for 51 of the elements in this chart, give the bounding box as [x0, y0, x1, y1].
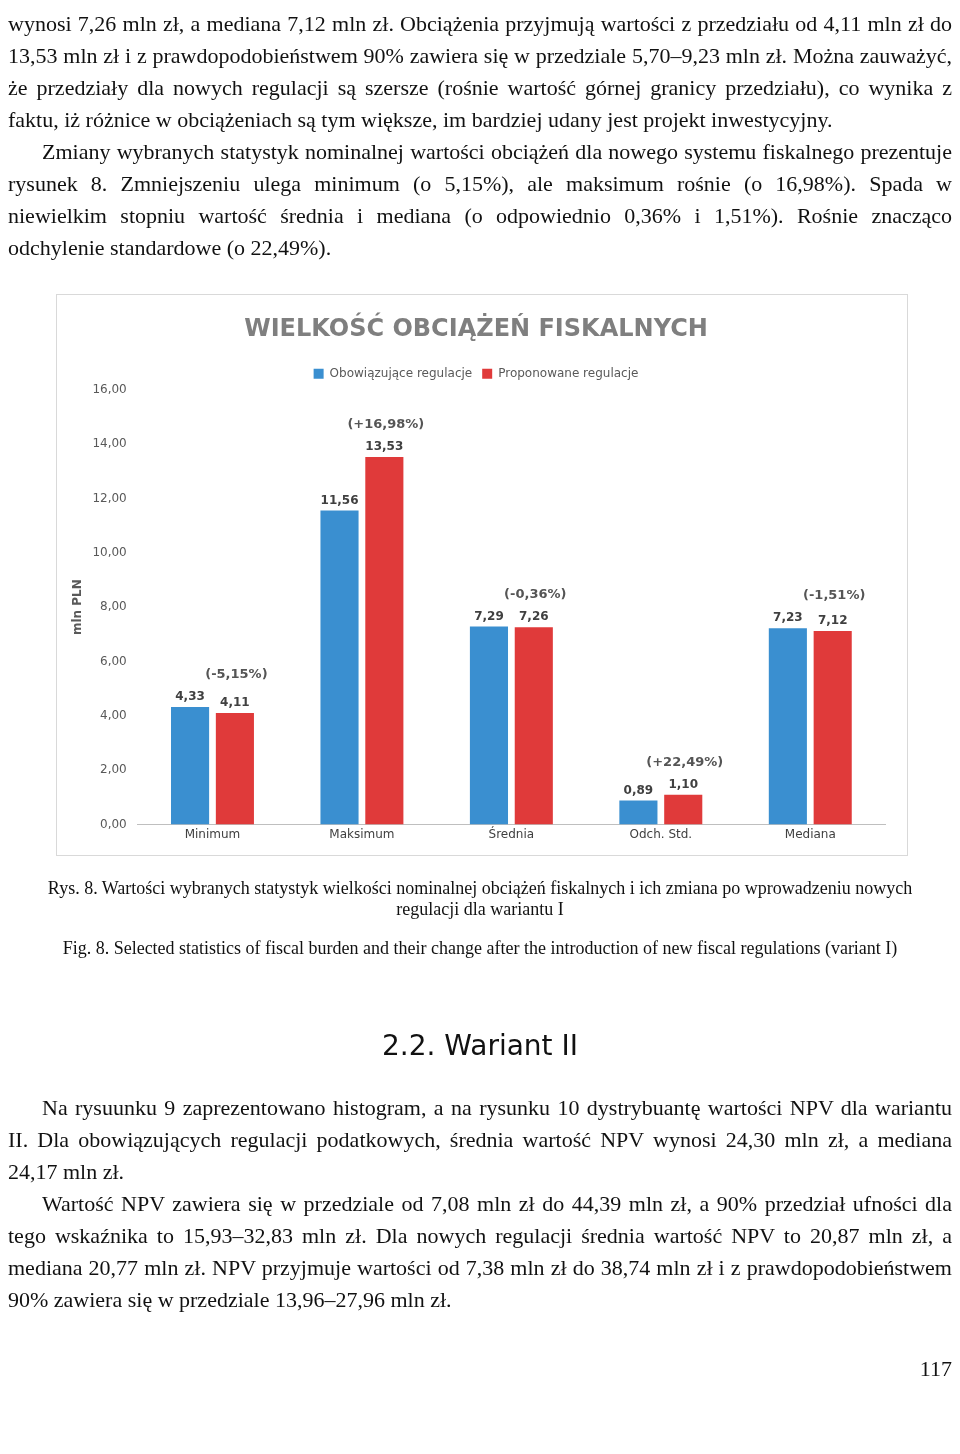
bar	[664, 794, 703, 825]
caption: Fig. 8. Selected statistics of fiscal burden and their change after the introduction of new fiscal regulations (variant I)	[61, 938, 899, 959]
bar	[469, 626, 509, 825]
bar	[171, 706, 210, 825]
data-label: 4,11	[220, 695, 250, 710]
bar	[365, 456, 404, 825]
text: Wartość NPV zawiera się w przedziale od 7,08 mln zł do 44,39 mln zł, a 90% przedział ufności dla tego wskaźnika to 15,93–32,83 mln zł. Dla nowych regulacji średnia wartość NPV to 20,87 mln zł, a mediana 20,77 mln zł. NPV przyjmuje wartości od 7,38 mln zł do 38,74 mln zł i z prawdopodobieństwem 90% zawiera się w przedziale 13,96–27,96 mln zł.	[8, 1190, 952, 1314]
data-label: 1,10	[668, 776, 699, 791]
y-tick-label: 14,00	[92, 436, 127, 451]
y-tick-label: 4,00	[100, 708, 127, 723]
annotation: (+22,49%)	[646, 754, 724, 770]
text: Rys. 8. Wartości wybranych statystyk wielkości nominalnej obciążeń fiskalnych i ich zmiana po wprowadzeniu nowych regulacji dla wariantu I	[46, 878, 914, 920]
data-label: 13,53	[365, 439, 404, 454]
data-label: 4,33	[175, 689, 205, 704]
data-label: 7,12	[817, 613, 848, 628]
y-tick-label: 12,00	[92, 490, 127, 505]
bar	[768, 628, 807, 825]
bar	[320, 510, 359, 825]
data-label: 7,26	[518, 609, 549, 624]
text: wynosi 7,26 mln zł, a mediana 7,12 mln zł. Obciążenia przyjmują wartości z przedziału od 4,11 mln zł do 13,53 mln zł i z prawdopodobieństwem 90% zawiera się w przedziale 5,70–9,23 mln zł. Można zauważyć, że przedziały dla nowych regulacji są szersze (rośnie wartość górnej granicy przedziału), co wynika z faktu, iż różnice w obciążeniach są tym większe, im bardziej udany jest projekt inwestycyjny.	[8, 10, 952, 134]
annotation: (-0,36%)	[504, 585, 567, 601]
y-tick-label: 10,00	[92, 544, 127, 559]
y-tick-label: 8,00	[100, 599, 127, 614]
chart-title: WIELKOŚĆ OBCIĄŻEŃ FISKALNYCH	[244, 311, 708, 342]
bar	[514, 627, 553, 825]
text: Zmiany wybranych statystyk nominalnej wartości obciążeń dla nowego systemu fiskalnego prezentuje rysunek 8. Zmniejszeniu ulega minimum (o 5,15%), ale maksimum rośnie (o 16,98%). Spada w niewielkim stopniu wartość średnia i mediana (o odpowiednio 0,36% i 1,51%). Rośnie znacząco odchylenie standardowe (o 22,49%).	[8, 138, 952, 262]
y-axis-title: mln PLN	[70, 579, 85, 636]
y-tick-label: 16,00	[92, 381, 127, 396]
annotation: (+16,98%)	[347, 416, 425, 432]
bar	[215, 712, 254, 825]
annotation: (-1,51%)	[802, 587, 866, 603]
annotation: (-5,15%)	[205, 666, 268, 682]
x-tick-label: Mediana	[784, 826, 836, 841]
data-label: 11,56	[320, 492, 359, 507]
bar	[619, 800, 658, 825]
text: 117	[918, 1356, 952, 1382]
data-label: 7,29	[474, 608, 504, 623]
bar	[813, 631, 852, 825]
text: Na rysuunku 9 zaprezentowano histogram, a na rysunku 10 dystrybuantę wartości NPV dla wariantu II. Dla obowiązujących regulacji podatkowych, średnia wartość NPV wynosi 24,30 mln zł, a mediana 24,17 mln zł.	[8, 1094, 952, 1186]
text: 2.2. Wariant II	[381, 1029, 579, 1062]
data-label: 7,23	[773, 610, 803, 625]
x-tick-label: Maksimum	[329, 826, 395, 841]
x-tick-label: Średnia	[488, 825, 535, 841]
x-tick-label: Minimum	[184, 826, 241, 841]
legend-label: Proponowane regulacje	[498, 365, 639, 380]
data-label: 0,89	[623, 782, 654, 797]
legend-label: Obowiązujące regulacje	[329, 365, 473, 380]
y-tick-label: 6,00	[100, 653, 127, 668]
x-tick-label: Odch. Std.	[629, 826, 693, 841]
y-tick-label: 2,00	[100, 762, 127, 777]
y-tick-label: 0,00	[100, 816, 127, 831]
